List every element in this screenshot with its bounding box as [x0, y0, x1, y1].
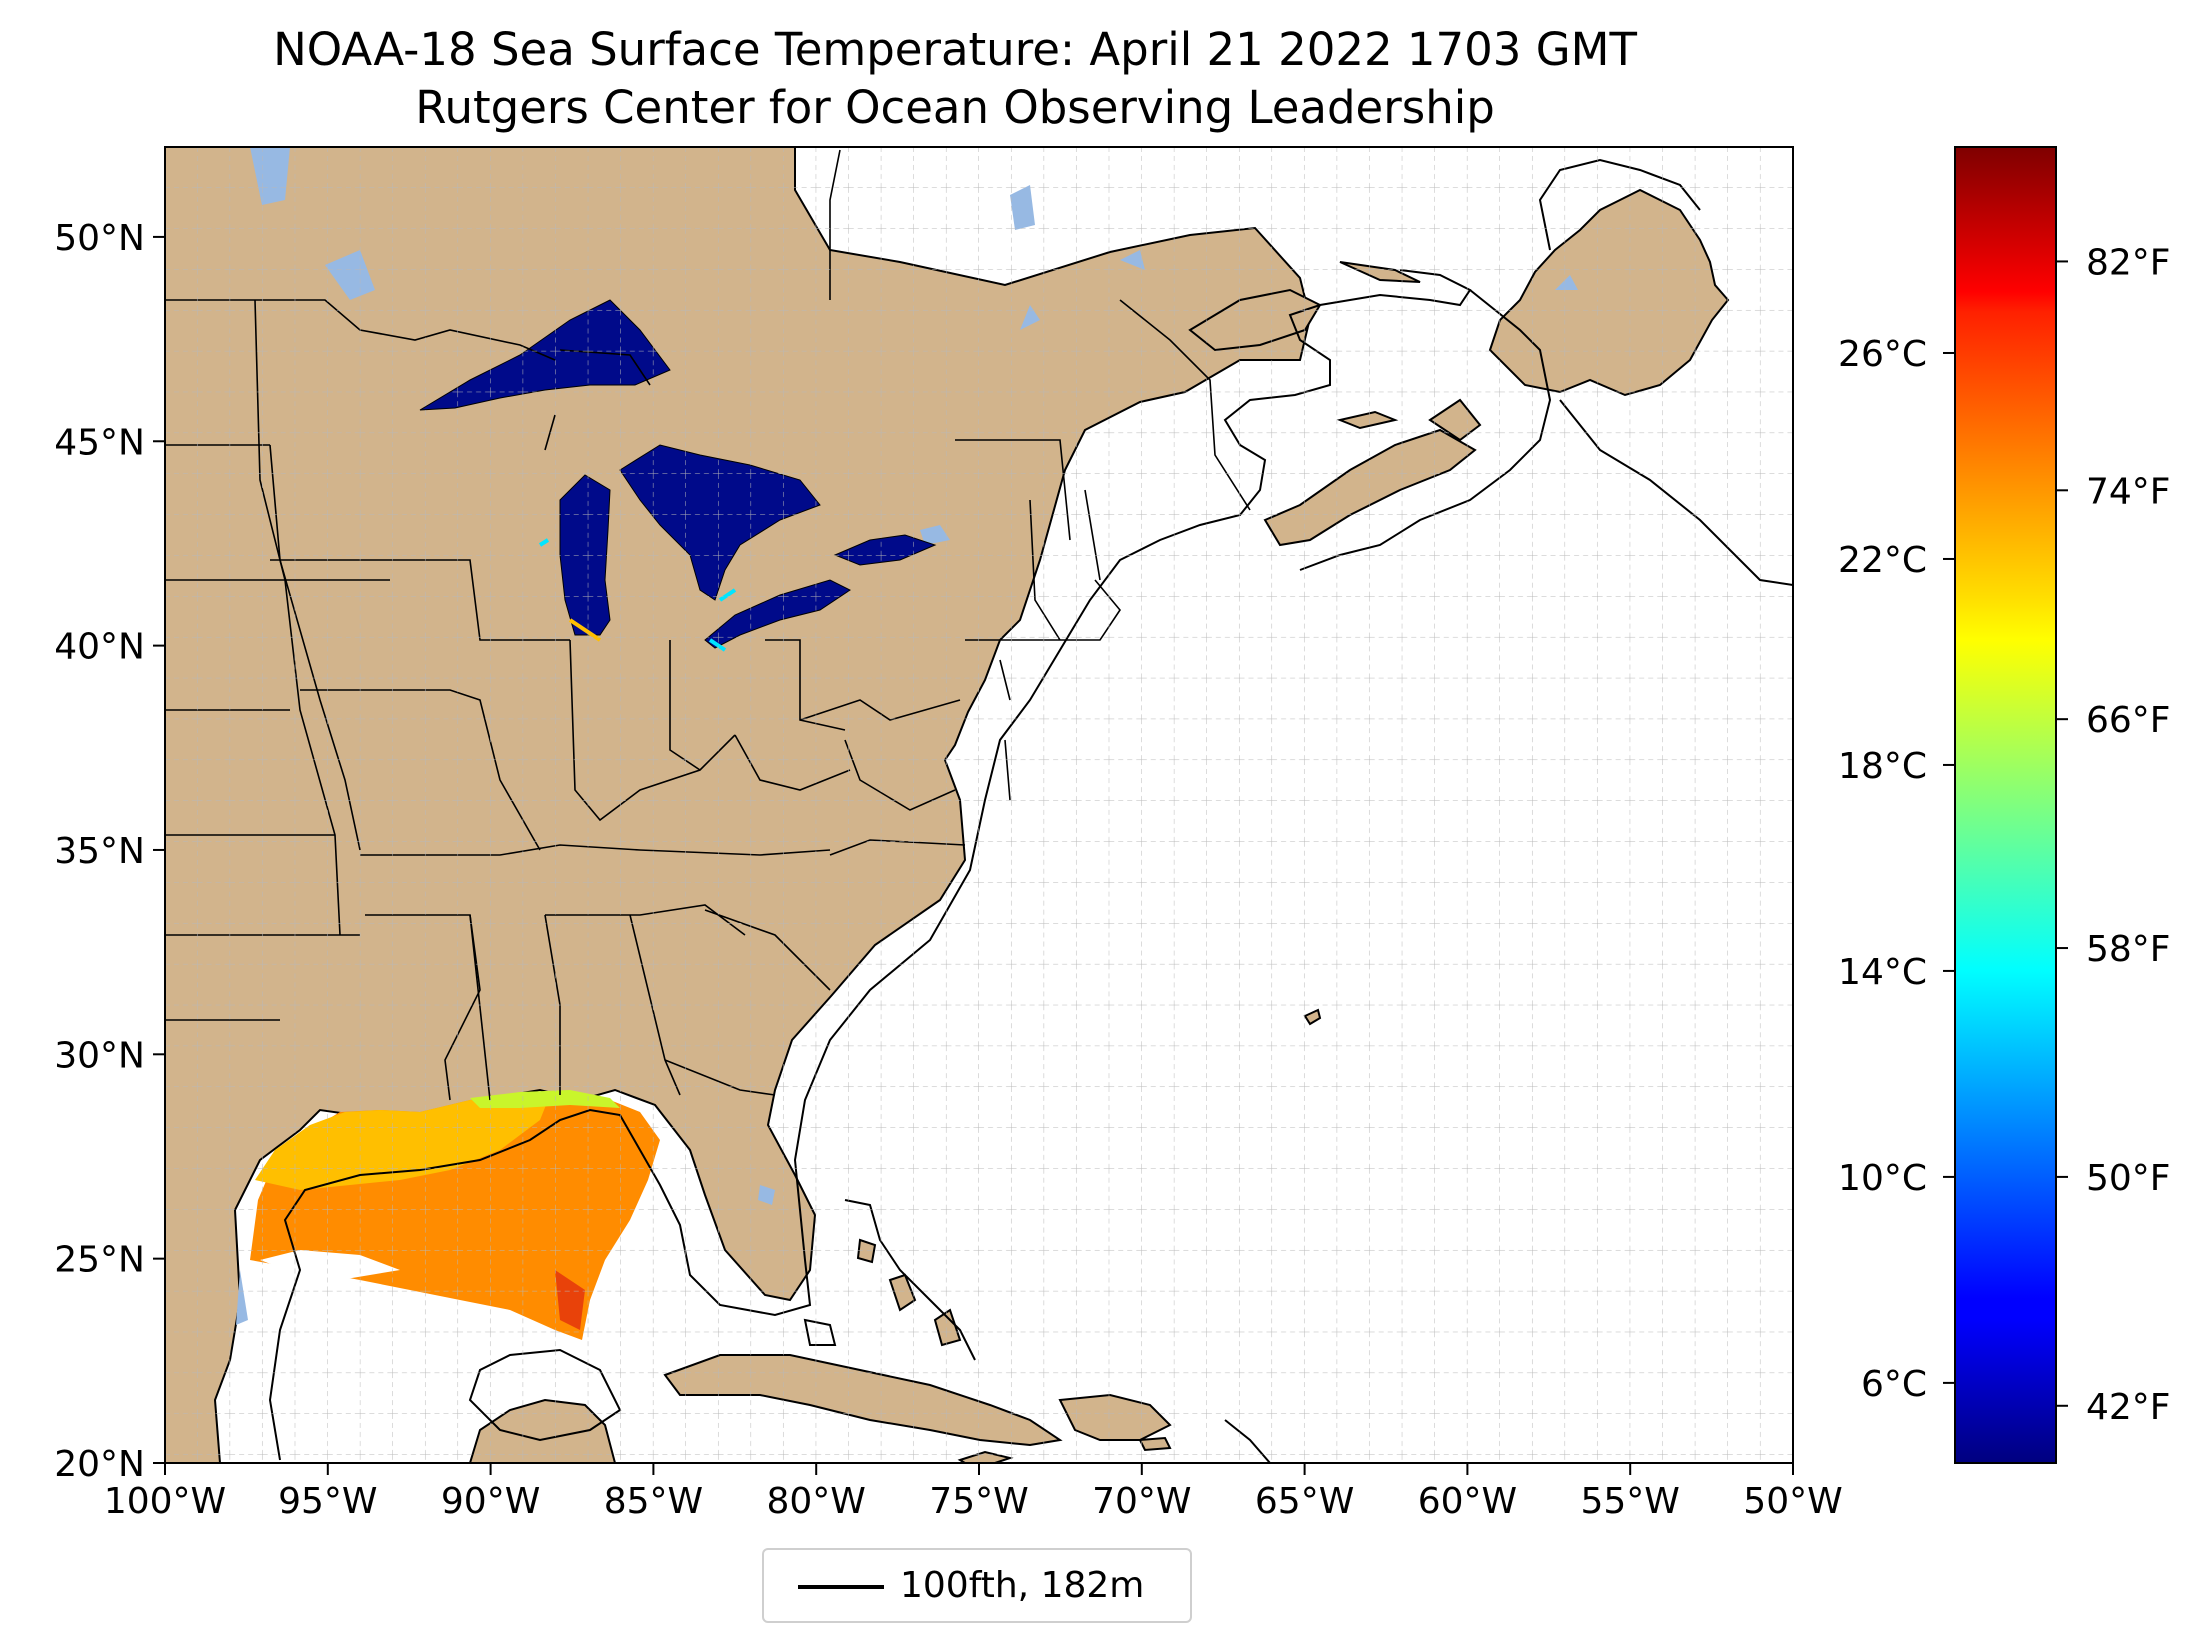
- lon-tick-label: 65°W: [1255, 1481, 1354, 1522]
- lat-tick-label: 20°N: [54, 1444, 145, 1485]
- isobath-legend: 100fth, 182m: [762, 1548, 1192, 1623]
- lat-tick-label: 45°N: [54, 422, 145, 463]
- lon-tick-label: 75°W: [929, 1481, 1028, 1522]
- lon-tick-label: 95°W: [278, 1481, 377, 1522]
- colorbar-ticks: 42°F 50°F 58°F 66°F 74°F 82°F 6°C 10°C 14°C 18°C 2…: [1838, 242, 2170, 1427]
- lon-tick-label: 60°W: [1418, 1481, 1517, 1522]
- lon-tick-label: 50°W: [1743, 1481, 1842, 1522]
- lat-tick-label: 35°N: [54, 831, 145, 872]
- map-title: NOAA-18 Sea Surface Temperature: April 2…: [273, 23, 1637, 76]
- lat-tick-label: 40°N: [54, 627, 145, 668]
- lon-tick-label: 90°W: [441, 1481, 540, 1522]
- lon-tick-label: 70°W: [1092, 1481, 1191, 1522]
- fahrenheit-tick-label: 50°F: [2086, 1158, 2171, 1199]
- colorbar-gradient: [1954, 146, 2057, 1464]
- fahrenheit-tick-label: 74°F: [2086, 471, 2171, 512]
- lat-tick-label: 50°N: [54, 218, 145, 259]
- fahrenheit-tick-label: 66°F: [2086, 700, 2171, 741]
- fahrenheit-tick-label: 58°F: [2086, 929, 2171, 970]
- lat-tick-label: 30°N: [54, 1035, 145, 1076]
- celsius-tick-label: 26°C: [1838, 334, 1927, 375]
- graticule: [165, 147, 1793, 1463]
- lon-tick-label: 55°W: [1580, 1481, 1679, 1522]
- lon-tick-label: 85°W: [604, 1481, 703, 1522]
- isobath-legend-label: 100fth, 182m: [900, 1565, 1145, 1606]
- fahrenheit-tick-label: 82°F: [2086, 242, 2171, 283]
- celsius-tick-label: 14°C: [1838, 952, 1927, 993]
- map-axis-ticks: 100°W 95°W 90°W 85°W 80°W 75°W 70°W 65°W 60°W 55°…: [54, 218, 1842, 1522]
- isobath-legend-swatch: [798, 1585, 884, 1589]
- celsius-tick-label: 22°C: [1838, 540, 1927, 581]
- lon-tick-label: 100°W: [104, 1481, 226, 1522]
- celsius-tick-label: 18°C: [1838, 746, 1927, 787]
- celsius-tick-label: 10°C: [1838, 1158, 1927, 1199]
- fahrenheit-tick-label: 42°F: [2086, 1387, 2171, 1428]
- celsius-tick-label: 6°C: [1861, 1364, 1927, 1405]
- lon-tick-label: 80°W: [766, 1481, 865, 1522]
- lat-tick-label: 25°N: [54, 1240, 145, 1281]
- map-subtitle: Rutgers Center for Ocean Observing Leade…: [415, 81, 1495, 134]
